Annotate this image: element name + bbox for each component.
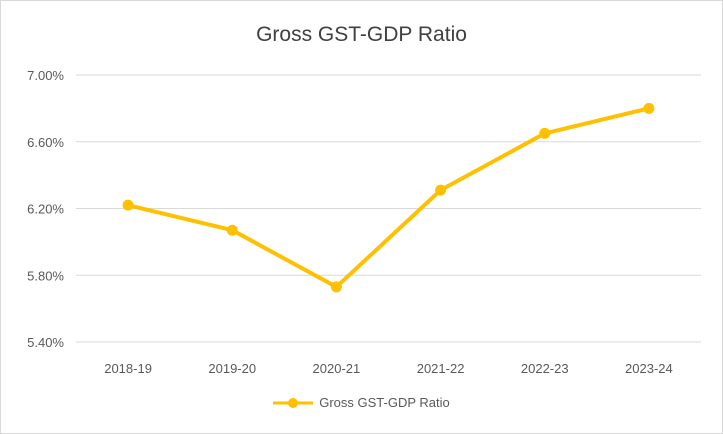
x-tick-label: 2023-24: [625, 361, 673, 376]
legend: Gross GST-GDP Ratio: [1, 395, 722, 410]
x-tick-label: 2021-22: [417, 361, 465, 376]
y-tick-label: 5.80%: [27, 268, 64, 283]
x-tick-label: 2018-19: [104, 361, 152, 376]
legend-swatch-marker: [288, 397, 299, 408]
data-point: [122, 199, 134, 211]
data-point: [643, 102, 655, 114]
data-point: [539, 127, 551, 139]
y-tick-label: 6.20%: [27, 202, 64, 217]
y-tick-label: 6.60%: [27, 135, 64, 150]
x-tick-label: 2019-20: [208, 361, 256, 376]
series-line: [126, 106, 651, 289]
chart-title: Gross GST-GDP Ratio: [256, 23, 467, 46]
data-point: [330, 281, 342, 293]
x-tick-label: 2020-21: [313, 361, 361, 376]
data-point: [226, 224, 238, 236]
y-tick-label: 7.00%: [27, 68, 64, 83]
legend-swatch: [273, 397, 314, 408]
legend-label: Gross GST-GDP Ratio: [319, 395, 450, 410]
x-tick-label: 2022-23: [521, 361, 569, 376]
data-point: [435, 184, 447, 196]
y-tick-label: 5.40%: [27, 335, 64, 350]
